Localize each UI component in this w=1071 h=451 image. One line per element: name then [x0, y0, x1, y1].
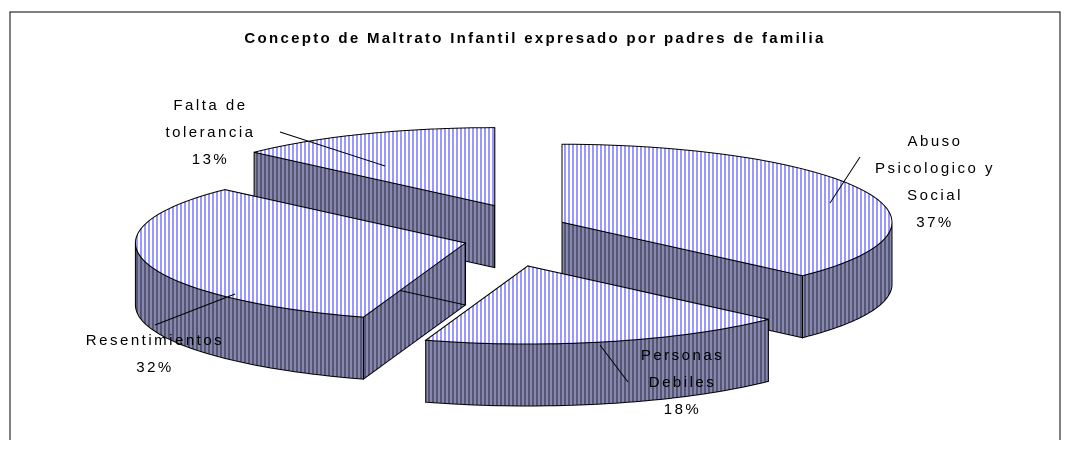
category-label: Personas Debiles: [640, 347, 725, 391]
category-label: Falta de tolerancia: [165, 97, 256, 141]
value-label: 32%: [136, 359, 174, 376]
leader-line: [829, 156, 861, 204]
category-label: Abuso Psicologico y Social: [874, 133, 996, 204]
value-label: 37%: [916, 214, 954, 231]
chart-title: Concepto de Maltrato Infantil expresado …: [244, 30, 826, 47]
slice-top: [424, 265, 769, 345]
pie-slice: [134, 188, 467, 381]
value-label: 18%: [663, 401, 702, 418]
slice-top: [135, 189, 467, 318]
slice-label: Falta de tolerancia 13%: [148, 92, 273, 173]
slice-top: [253, 127, 496, 207]
pie-slice: [424, 265, 769, 407]
value-label: 13%: [191, 151, 230, 168]
leader-line: [599, 344, 629, 383]
leader-lines: [154, 131, 861, 383]
slice-label: Resentimientos 32%: [40, 327, 270, 381]
slice-top: [561, 143, 893, 277]
chart-border: [9, 11, 1061, 440]
category-label: Resentimientos: [85, 332, 225, 349]
pie-slice: [561, 143, 893, 339]
pie: [134, 127, 893, 407]
slice-label: Personas Debiles 18%: [625, 342, 740, 423]
leader-line: [154, 293, 236, 326]
leader-line: [279, 131, 386, 167]
slice-label: Abuso Psicologico y Social 37%: [860, 128, 1010, 236]
